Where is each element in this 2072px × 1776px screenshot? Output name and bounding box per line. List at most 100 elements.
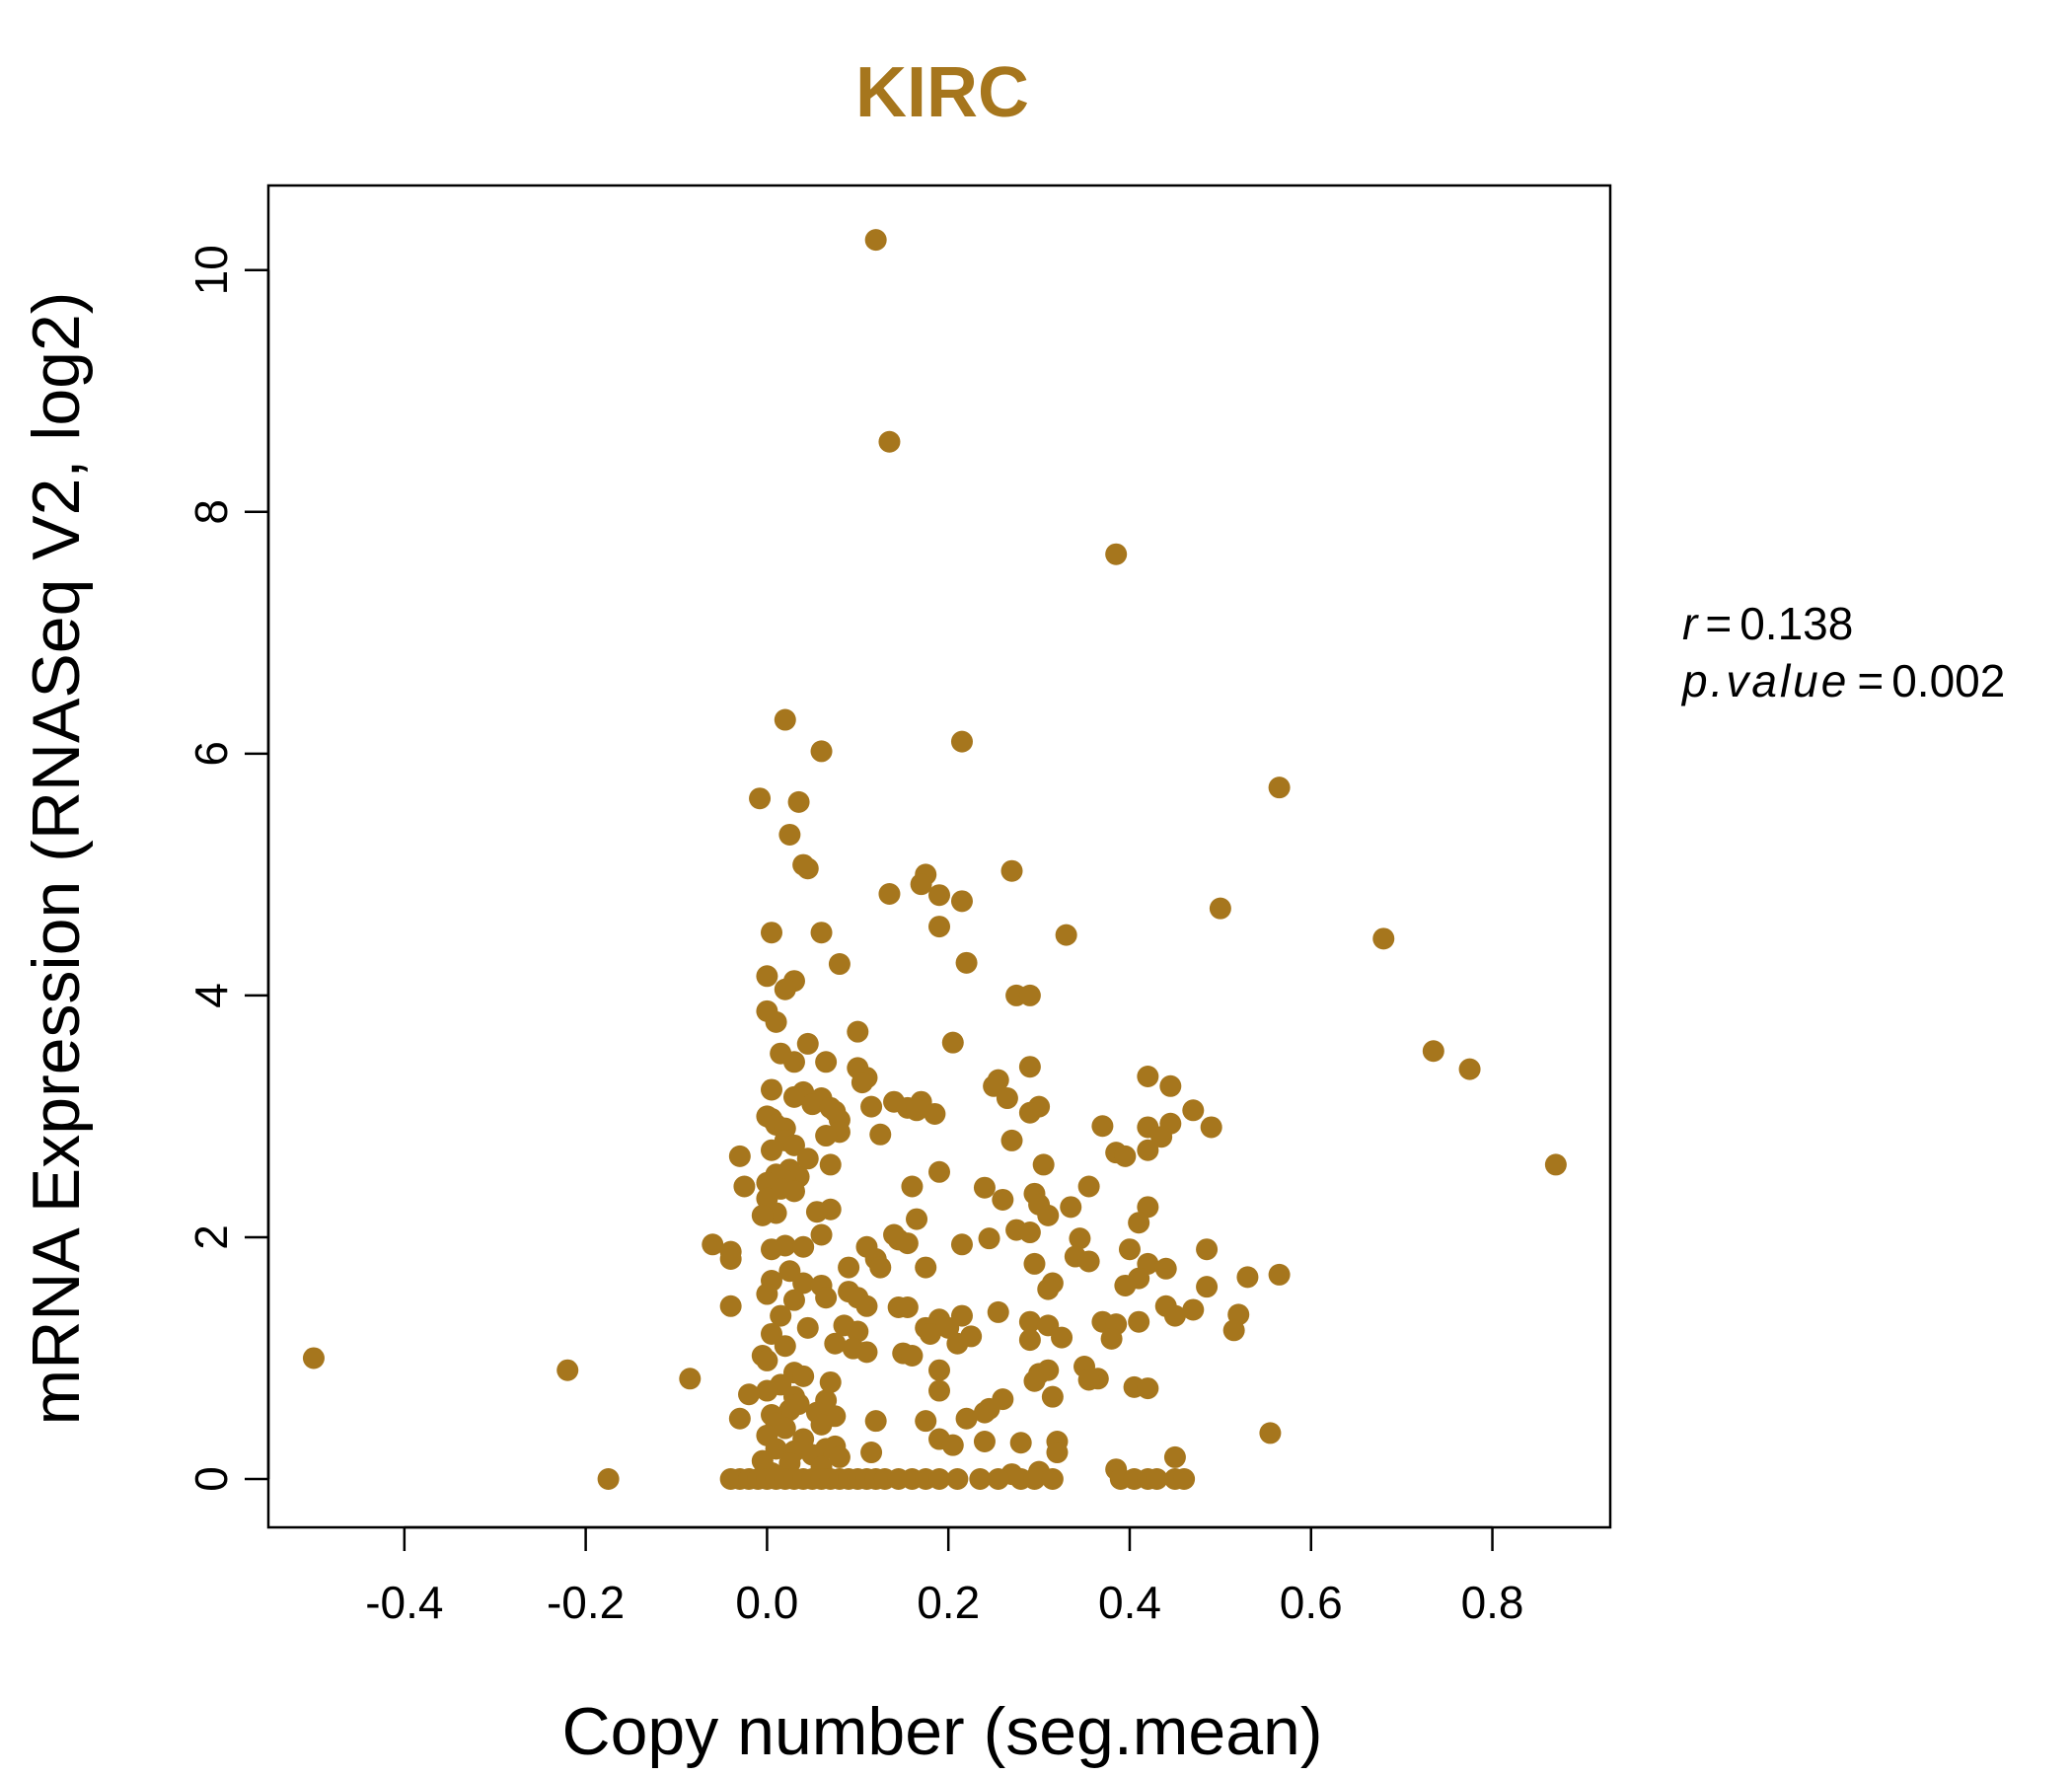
data-point <box>1196 1276 1219 1298</box>
data-point <box>819 1153 842 1176</box>
data-point <box>815 1287 838 1309</box>
data-point <box>941 1434 964 1456</box>
p-stat: p.value = 0.002 <box>1680 655 2005 706</box>
y-tick-label: 2 <box>185 1224 237 1250</box>
data-point <box>728 1407 751 1430</box>
data-point <box>1146 1467 1168 1490</box>
data-point <box>774 708 796 731</box>
data-point <box>774 1417 796 1440</box>
data-point <box>969 1467 992 1490</box>
data-point <box>928 1160 950 1183</box>
data-point <box>1268 777 1291 799</box>
data-point <box>1023 1252 1046 1275</box>
data-point <box>906 1208 928 1230</box>
data-point <box>792 1272 815 1295</box>
data-point <box>702 1233 724 1256</box>
x-tick-label: 0.4 <box>1098 1577 1161 1628</box>
data-point <box>955 1407 978 1430</box>
data-point <box>855 1295 878 1317</box>
data-point <box>1077 1250 1100 1273</box>
data-point <box>828 953 851 976</box>
x-axis-title: Copy number (seg.mean) <box>561 1694 1322 1769</box>
data-point <box>1154 1257 1177 1280</box>
data-point <box>733 1175 756 1198</box>
data-point <box>878 430 901 453</box>
data-point <box>928 1359 950 1381</box>
data-point <box>987 1467 1009 1490</box>
data-point <box>719 1248 742 1270</box>
data-point <box>928 1467 950 1490</box>
data-point <box>950 1233 973 1256</box>
data-point <box>1077 1369 1100 1391</box>
data-point <box>973 1401 996 1424</box>
data-point <box>992 1188 1014 1211</box>
x-tick-label: 0.0 <box>735 1577 798 1628</box>
data-point <box>756 1349 778 1371</box>
data-point <box>810 740 833 763</box>
data-point <box>864 229 887 252</box>
data-point <box>878 882 901 905</box>
data-point <box>778 1399 801 1422</box>
data-point <box>810 1413 833 1436</box>
p-symbol: p.value <box>1680 655 1849 706</box>
data-point <box>761 1078 782 1101</box>
data-point <box>1173 1467 1196 1490</box>
data-point <box>919 1322 941 1345</box>
data-point <box>805 1201 828 1223</box>
data-point <box>896 1232 919 1255</box>
data-point <box>1077 1175 1100 1198</box>
data-points <box>302 229 1567 1490</box>
data-point <box>1032 1153 1055 1176</box>
data-point <box>996 1087 1018 1110</box>
data-point <box>824 1332 847 1355</box>
data-point <box>756 965 778 988</box>
data-point <box>847 1320 869 1343</box>
r-value: 0.138 <box>1739 598 1853 649</box>
data-point <box>1114 1145 1137 1167</box>
data-point <box>749 787 772 810</box>
data-point <box>855 1341 878 1364</box>
data-point <box>1091 1115 1114 1138</box>
data-point <box>828 1445 851 1468</box>
data-point <box>1137 1139 1159 1161</box>
p-equals: = <box>1857 655 1884 706</box>
data-point <box>1422 1040 1444 1063</box>
data-point <box>756 1283 778 1305</box>
data-point <box>782 1134 805 1156</box>
data-point <box>1222 1319 1245 1342</box>
data-point <box>796 1032 819 1055</box>
data-point <box>1209 897 1231 920</box>
y-tick-label: 10 <box>185 245 237 295</box>
data-point <box>1259 1422 1282 1444</box>
data-point <box>774 978 796 1000</box>
data-point <box>1018 1101 1041 1124</box>
data-point <box>819 1370 842 1393</box>
data-point <box>1069 1227 1091 1250</box>
data-point <box>973 1176 996 1199</box>
data-point <box>928 916 950 938</box>
data-point <box>761 922 782 944</box>
data-point <box>1018 984 1041 1006</box>
data-point <box>1023 1369 1046 1392</box>
data-point <box>1018 1329 1041 1352</box>
data-point <box>1268 1263 1291 1286</box>
data-point <box>928 1379 950 1402</box>
data-point <box>1041 1385 1064 1408</box>
data-point <box>973 1431 996 1453</box>
p-value: 0.002 <box>1891 655 2005 706</box>
data-point <box>1163 1304 1186 1327</box>
r-symbol: r <box>1682 598 1699 649</box>
data-point <box>679 1368 702 1390</box>
data-point <box>810 922 833 944</box>
x-tick-label: 0.6 <box>1280 1577 1343 1628</box>
data-point <box>869 1256 892 1279</box>
data-point <box>1372 927 1395 950</box>
data-point <box>941 1031 964 1054</box>
data-point <box>924 1102 946 1125</box>
data-point <box>860 1095 883 1118</box>
data-point <box>782 1051 805 1073</box>
correlation-annotation: r = 0.138 p.value = 0.002 <box>1680 598 2005 706</box>
data-point <box>1544 1153 1567 1176</box>
data-point <box>782 1289 805 1311</box>
data-point <box>796 857 819 880</box>
